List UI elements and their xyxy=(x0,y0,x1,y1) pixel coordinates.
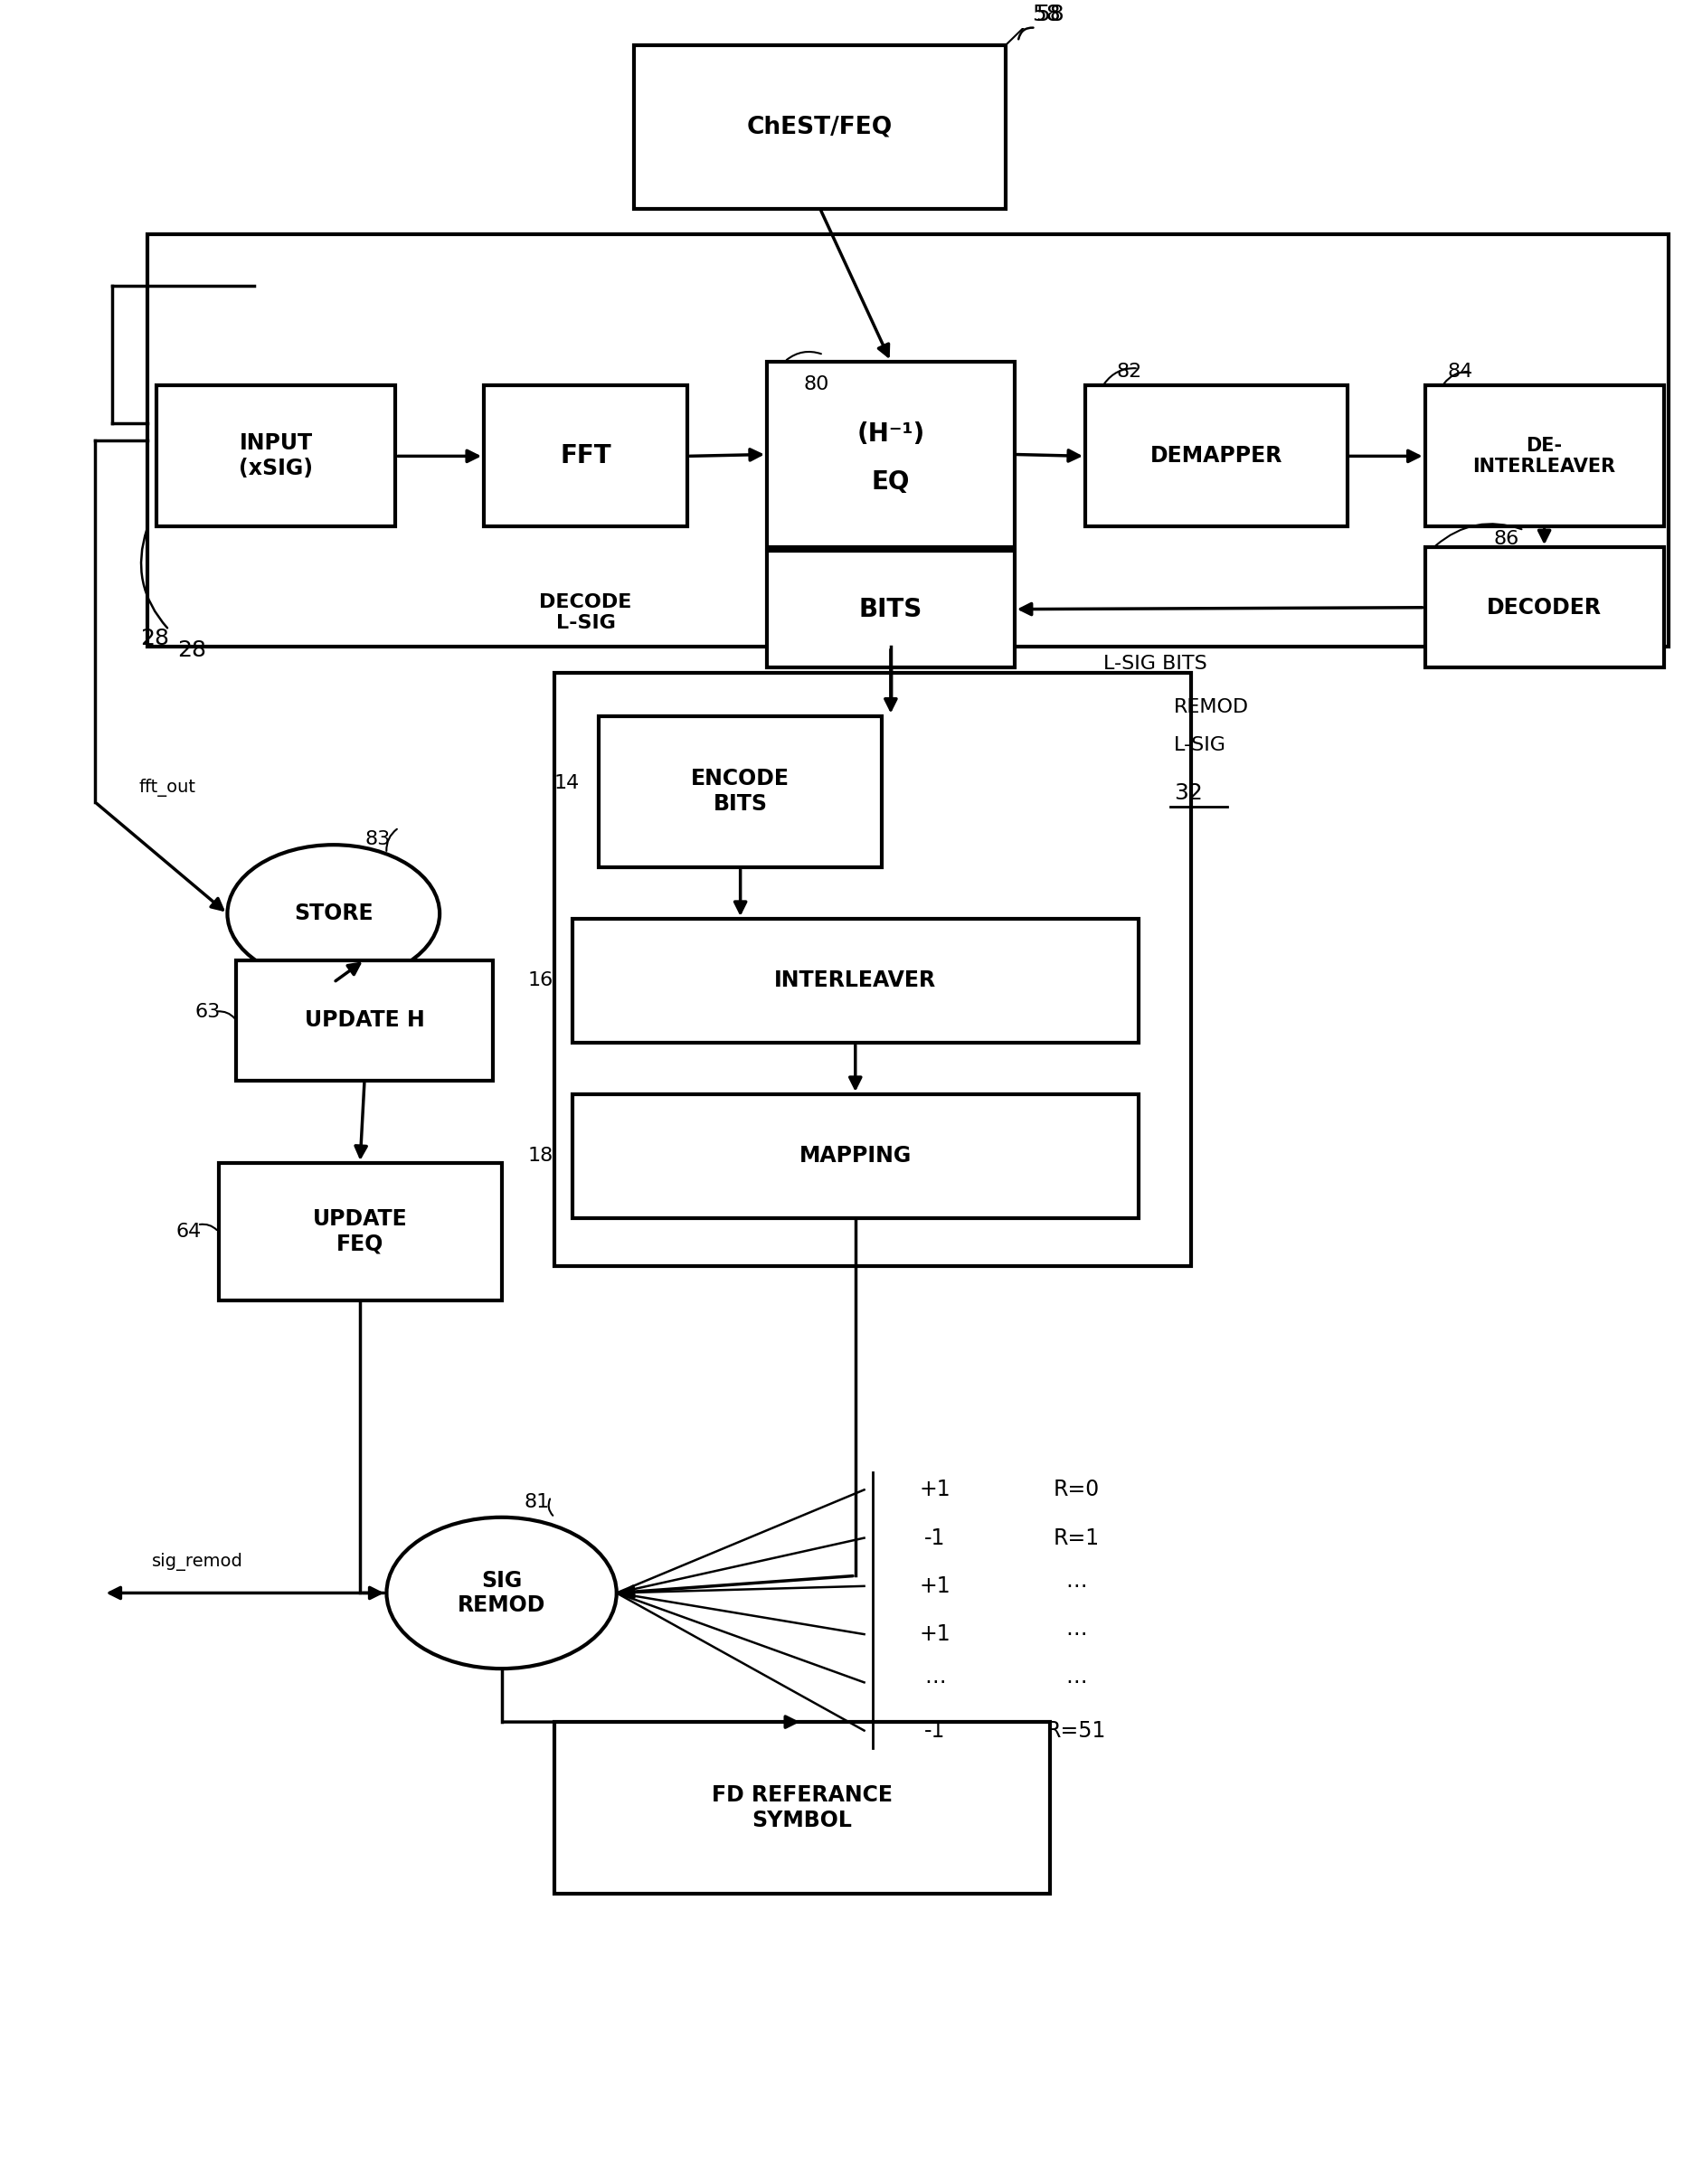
Text: ⋯: ⋯ xyxy=(1067,1575,1087,1597)
Text: ⋯: ⋯ xyxy=(924,1671,946,1693)
Ellipse shape xyxy=(227,845,440,983)
Text: DEMAPPER: DEMAPPER xyxy=(1150,446,1282,467)
Bar xyxy=(572,919,1138,1042)
Text: -1: -1 xyxy=(924,1527,945,1548)
Text: INTERLEAVER: INTERLEAVER xyxy=(774,970,936,992)
Text: 84: 84 xyxy=(1448,363,1473,380)
Bar xyxy=(635,46,1006,207)
Bar xyxy=(555,673,1192,1267)
Bar xyxy=(147,234,1669,646)
Text: ENCODE
BITS: ENCODE BITS xyxy=(691,769,789,815)
Text: sig_remod: sig_remod xyxy=(152,1553,242,1570)
Text: UPDATE
FEQ: UPDATE FEQ xyxy=(313,1208,408,1256)
Text: MAPPING: MAPPING xyxy=(799,1144,911,1166)
Text: 14: 14 xyxy=(554,773,579,793)
Text: 16: 16 xyxy=(528,972,554,989)
Text: +1: +1 xyxy=(919,1479,950,1500)
Bar xyxy=(218,1164,501,1302)
Text: ⋯: ⋯ xyxy=(1067,1623,1087,1645)
Text: BITS: BITS xyxy=(858,596,923,622)
Text: 58: 58 xyxy=(1033,4,1062,24)
Text: 32: 32 xyxy=(1173,782,1202,804)
Text: STORE: STORE xyxy=(295,902,372,924)
Text: INPUT
(xSIG): INPUT (xSIG) xyxy=(239,432,313,480)
Bar xyxy=(767,363,1014,548)
Text: fft_out: fft_out xyxy=(139,780,196,797)
Text: 64: 64 xyxy=(176,1223,201,1241)
Text: UPDATE H: UPDATE H xyxy=(305,1009,425,1031)
Text: SIG
REMOD: SIG REMOD xyxy=(457,1570,545,1616)
Bar xyxy=(237,961,493,1081)
Text: 63: 63 xyxy=(195,1002,220,1020)
Text: FD REFERANCE
SYMBOL: FD REFERANCE SYMBOL xyxy=(711,1784,892,1832)
Text: -1: -1 xyxy=(924,1719,945,1741)
Text: DECODE
L-SIG: DECODE L-SIG xyxy=(540,594,631,631)
Text: R=51: R=51 xyxy=(1046,1719,1107,1741)
Text: 28: 28 xyxy=(141,627,169,649)
Ellipse shape xyxy=(386,1518,616,1669)
Text: R=1: R=1 xyxy=(1053,1527,1099,1548)
Text: REMOD: REMOD xyxy=(1173,699,1249,716)
Bar xyxy=(1085,387,1348,526)
Bar xyxy=(1426,387,1664,526)
Text: 83: 83 xyxy=(366,830,391,850)
Bar xyxy=(555,1721,1050,1894)
Text: L-SIG BITS: L-SIG BITS xyxy=(1102,655,1207,673)
Text: DE-
INTERLEAVER: DE- INTERLEAVER xyxy=(1473,437,1615,476)
Text: EQ: EQ xyxy=(872,470,909,494)
Text: L-SIG: L-SIG xyxy=(1173,736,1226,753)
Text: DECODER: DECODER xyxy=(1486,596,1602,618)
Text: 28: 28 xyxy=(178,640,207,662)
Text: ⋯: ⋯ xyxy=(1067,1671,1087,1693)
Text: R=0: R=0 xyxy=(1053,1479,1100,1500)
Text: 80: 80 xyxy=(804,376,830,393)
Bar xyxy=(572,1094,1138,1219)
Text: FFT: FFT xyxy=(560,443,611,470)
Bar xyxy=(157,387,396,526)
Text: 86: 86 xyxy=(1493,531,1519,548)
Text: 18: 18 xyxy=(528,1147,554,1166)
Text: 82: 82 xyxy=(1117,363,1143,380)
Text: 81: 81 xyxy=(525,1494,550,1511)
Text: (H⁻¹): (H⁻¹) xyxy=(857,422,924,446)
Text: 58: 58 xyxy=(1036,4,1065,24)
Text: +1: +1 xyxy=(919,1575,950,1597)
Bar xyxy=(767,550,1014,668)
Text: +1: +1 xyxy=(919,1623,950,1645)
Bar xyxy=(1426,548,1664,668)
Bar xyxy=(599,716,882,867)
Text: ChEST/FEQ: ChEST/FEQ xyxy=(747,116,892,138)
Bar xyxy=(484,387,687,526)
